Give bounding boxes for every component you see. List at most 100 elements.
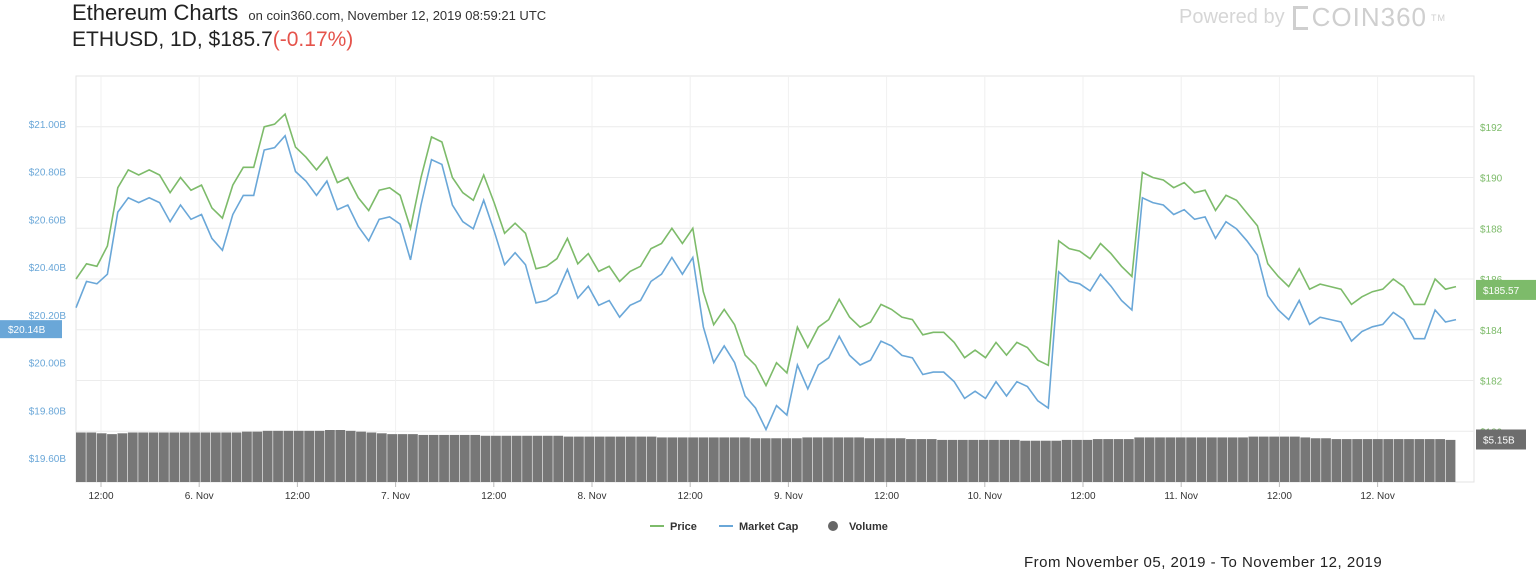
volume-bar <box>989 439 999 482</box>
x-tick-label: 12:00 <box>1267 491 1292 502</box>
volume-bar <box>999 439 1010 482</box>
x-tick-label: 12:00 <box>481 491 506 502</box>
volume-bar <box>1238 437 1248 482</box>
volume-bar <box>968 439 979 482</box>
volume-bar <box>1009 439 1020 482</box>
volume-bar <box>771 438 781 482</box>
volume-bar <box>760 438 771 482</box>
left-tick-label: $20.60B <box>29 215 67 226</box>
volume-bar <box>1310 438 1321 482</box>
volume-bar <box>325 430 335 482</box>
volume-bar <box>698 437 709 482</box>
volume-bar <box>594 436 605 482</box>
left-tick-label: $20.00B <box>29 359 67 370</box>
volume-bar <box>1321 438 1331 482</box>
volume-bar <box>1144 437 1155 482</box>
volume-bar <box>366 432 377 482</box>
volume-bar <box>1113 439 1124 482</box>
volume-bar <box>937 439 947 482</box>
legend-label: Market Cap <box>739 521 799 533</box>
volume-bar <box>719 437 730 482</box>
volume-bar <box>1372 439 1383 482</box>
coin360-logo: COIN360 TM <box>1292 2 1446 33</box>
legend-item-volume[interactable]: Volume <box>828 521 888 533</box>
x-tick-label: 12:00 <box>285 491 310 502</box>
axes: $192$190$188$186$184$182$180$21.00B$20.8… <box>29 120 1503 502</box>
volume-bar <box>605 436 615 482</box>
volume-bar <box>107 434 117 482</box>
legend[interactable]: Price Market Cap Volume <box>650 521 888 533</box>
volume-bar <box>335 430 346 482</box>
volume-bar <box>708 437 719 482</box>
x-tick-label: 12:00 <box>678 491 703 502</box>
volume-bar <box>750 438 761 482</box>
legend-label: Volume <box>849 521 888 533</box>
series-lines <box>75 112 1457 432</box>
volume-bar <box>1155 437 1165 482</box>
volume-bar <box>812 437 823 482</box>
volume-bar <box>480 435 491 482</box>
volume-bar <box>231 432 242 482</box>
volume-bar <box>242 431 252 482</box>
x-tick-label: 10. Nov <box>968 491 1002 502</box>
volume-bar <box>978 439 989 482</box>
right-tick-label: $192 <box>1480 123 1503 134</box>
volume-bar <box>843 437 854 482</box>
volume-bar <box>1300 437 1311 482</box>
volume-bar <box>117 433 128 482</box>
volume-bar <box>200 432 211 482</box>
volume-bar <box>823 437 833 482</box>
chart-title: Ethereum Charts on coin360.com, November… <box>72 0 546 26</box>
volume-bar <box>501 435 512 482</box>
volume-bar <box>449 434 460 482</box>
legend-item-market-cap[interactable]: Market Cap <box>719 521 799 533</box>
volume-bar <box>1383 439 1394 482</box>
volume-bar <box>1217 437 1228 482</box>
volume-bar <box>376 433 387 482</box>
volume-bar <box>1435 439 1446 482</box>
right-tick-label: $188 <box>1480 224 1503 235</box>
volume-bar <box>138 432 149 482</box>
volume-bar <box>408 434 418 482</box>
volume-bar <box>148 432 159 482</box>
brand-credit[interactable]: Powered by COIN360 TM <box>1179 2 1446 33</box>
volume-bars <box>76 430 1456 482</box>
brand-prefix: Powered by <box>1178 6 1285 28</box>
left-tick-label: $20.20B <box>29 311 67 322</box>
volume-bar <box>356 431 366 482</box>
volume-bar <box>283 430 294 482</box>
volume-bar <box>1175 437 1186 482</box>
right-tick-label: $182 <box>1480 377 1503 388</box>
volume-bar <box>1445 439 1456 482</box>
volume-bar <box>169 432 180 482</box>
brand-tm: TM <box>1431 12 1446 23</box>
volume-bar <box>252 431 263 482</box>
volume-badge-text: $5.15B <box>1483 435 1515 446</box>
volume-bar <box>532 435 543 482</box>
volume-bar <box>874 438 885 482</box>
volume-bar <box>1082 439 1093 482</box>
volume-bar <box>667 437 678 482</box>
volume-bar <box>1352 439 1363 482</box>
volume-bar <box>1051 440 1062 482</box>
brand-logo-text: COIN360 <box>1311 2 1427 32</box>
volume-bar <box>542 435 553 482</box>
volume-bar <box>1123 439 1134 482</box>
volume-bar <box>96 433 107 482</box>
left-tick-label: $19.60B <box>29 454 67 465</box>
volume-bar <box>1331 439 1342 482</box>
x-tick-label: 7. Nov <box>381 491 410 502</box>
volume-bar <box>293 430 304 482</box>
volume-bar <box>511 435 522 482</box>
legend-item-price[interactable]: Price <box>650 521 697 533</box>
price-change: (-0.17%) <box>272 28 354 51</box>
right-tick-label: $190 <box>1480 174 1503 185</box>
date-range: From November 05, 2019 - To November 12,… <box>1024 554 1383 571</box>
volume-bar <box>833 437 844 482</box>
left-tick-label: $20.80B <box>29 168 67 179</box>
legend-label: Price <box>670 521 697 533</box>
volume-bar <box>491 435 501 482</box>
volume-bar <box>273 430 283 482</box>
volume-bar <box>574 436 584 482</box>
